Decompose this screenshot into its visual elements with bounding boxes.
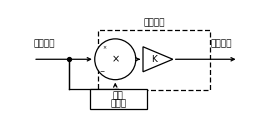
Polygon shape (143, 47, 173, 72)
Text: 均方根: 均方根 (110, 100, 126, 109)
Text: ×: × (102, 46, 106, 51)
Text: 幅度控制: 幅度控制 (143, 18, 165, 28)
Text: K: K (151, 55, 157, 64)
Bar (90, 89, 147, 109)
Text: 接收信号: 接收信号 (33, 39, 55, 48)
Ellipse shape (95, 39, 136, 80)
Text: −: − (99, 68, 105, 73)
Bar (98, 30, 210, 90)
Text: 输出向量: 输出向量 (211, 39, 232, 48)
Text: ×: × (111, 54, 119, 64)
Text: 计算: 计算 (113, 91, 124, 100)
